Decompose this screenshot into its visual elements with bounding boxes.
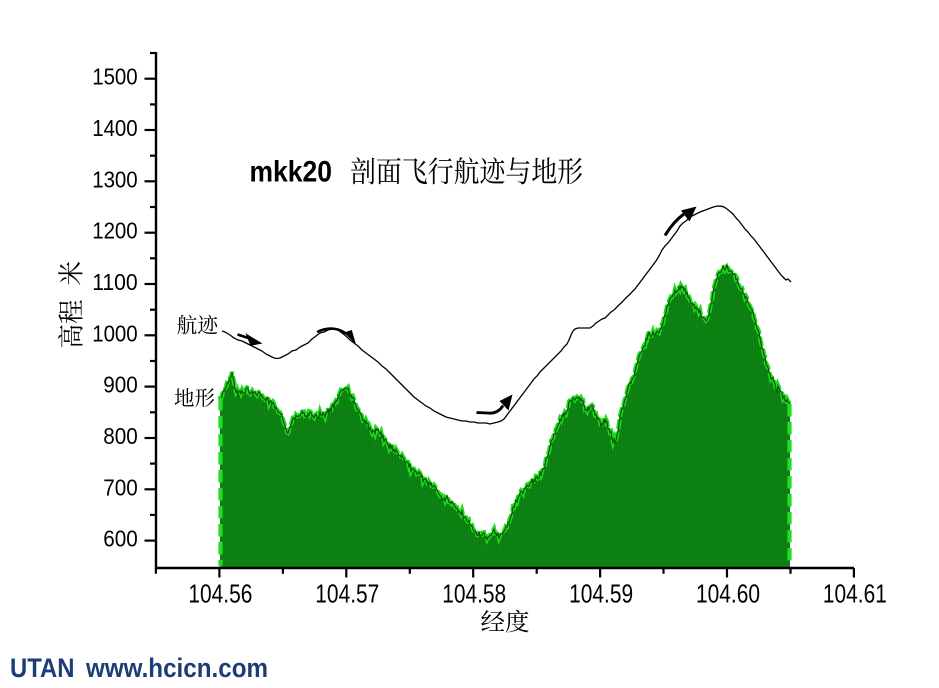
svg-text:104.57: 104.57 [315,581,379,609]
svg-text:900: 900 [103,372,138,398]
svg-text:104.60: 104.60 [696,581,760,609]
svg-text:700: 700 [103,474,138,500]
svg-text:104.56: 104.56 [188,581,252,609]
svg-text:1500: 1500 [92,64,138,90]
svg-text:800: 800 [103,423,138,449]
svg-text:1300: 1300 [92,166,138,192]
svg-text:UTAN: UTAN [10,653,75,683]
svg-text:600: 600 [103,526,138,552]
svg-text:www.hcicn.com: www.hcicn.com [85,653,268,683]
svg-text:1400: 1400 [92,115,138,141]
svg-text:104.61: 104.61 [823,581,887,609]
svg-text:1200: 1200 [92,218,138,244]
svg-text:104.58: 104.58 [442,581,506,609]
svg-text:mkk20: mkk20 [250,156,333,189]
svg-text:1100: 1100 [92,269,138,295]
svg-text:1000: 1000 [92,320,138,346]
svg-text:104.59: 104.59 [569,581,633,609]
